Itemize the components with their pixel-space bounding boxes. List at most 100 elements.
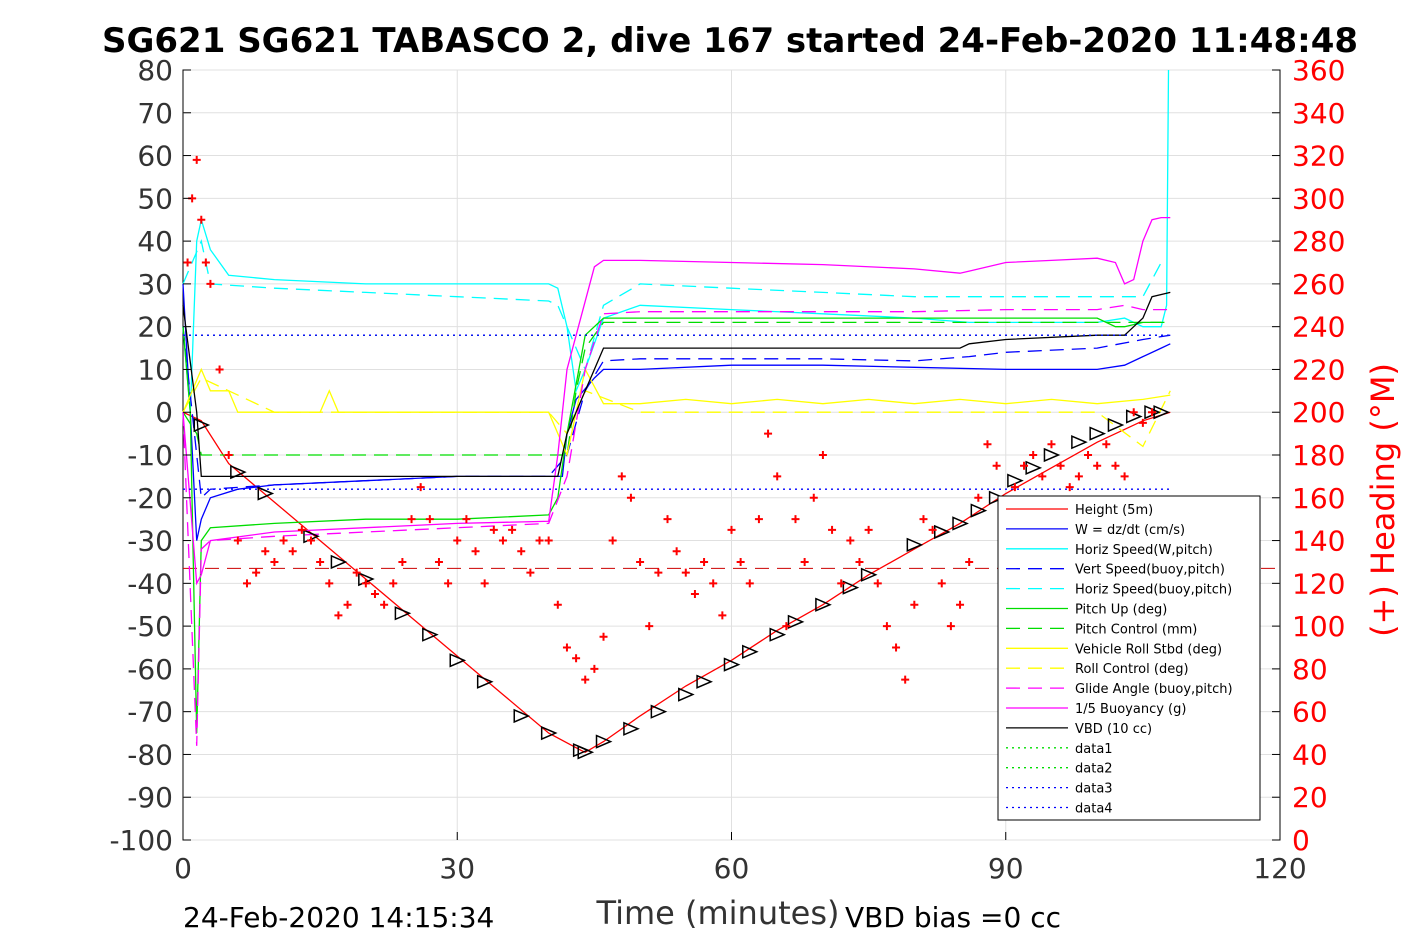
depth-marker xyxy=(476,674,494,689)
heading-point xyxy=(215,365,224,374)
right-tick-label: 180 xyxy=(1292,439,1345,472)
heading-point xyxy=(1065,483,1074,492)
heading-point xyxy=(480,579,489,588)
heading-point xyxy=(389,579,398,588)
left-tick-label: 70 xyxy=(137,97,173,130)
heading-point xyxy=(1010,483,1019,492)
series-line xyxy=(182,304,1171,746)
left-tick-label: -20 xyxy=(127,482,173,515)
right-tick-label: 60 xyxy=(1292,696,1328,729)
heading-point xyxy=(498,536,507,545)
depth-marker xyxy=(394,606,412,621)
right-tick-label: 260 xyxy=(1292,268,1345,301)
depth-marker xyxy=(769,627,787,642)
x-tick-label: 90 xyxy=(988,852,1024,885)
legend-label: data3 xyxy=(1075,782,1113,797)
heading-point xyxy=(242,579,251,588)
right-tick-label: 360 xyxy=(1292,54,1345,87)
left-tick-label: -90 xyxy=(127,781,173,814)
right-tick-label: 140 xyxy=(1292,525,1345,558)
heading-point xyxy=(380,600,389,609)
heading-point xyxy=(261,547,270,556)
heading-point xyxy=(718,611,727,620)
left-tick-label: 30 xyxy=(137,268,173,301)
heading-point xyxy=(462,515,471,524)
depth-marker xyxy=(906,537,924,552)
depth-marker xyxy=(970,503,988,518)
left-tick-label: -40 xyxy=(127,567,173,600)
right-tick-label: 40 xyxy=(1292,738,1328,771)
heading-point xyxy=(672,547,681,556)
heading-point xyxy=(956,600,965,609)
heading-point xyxy=(361,579,370,588)
depth-marker xyxy=(650,704,668,719)
depth-marker xyxy=(815,597,832,612)
heading-point xyxy=(837,579,846,588)
left-tick-label: -50 xyxy=(127,610,173,643)
series-line xyxy=(182,238,1162,372)
legend-label: Pitch Control (mm) xyxy=(1075,622,1197,637)
heading-point xyxy=(252,568,261,577)
heading-point xyxy=(818,451,827,459)
heading-point xyxy=(983,440,992,449)
depth-marker xyxy=(952,516,969,531)
series-line xyxy=(182,367,1171,458)
legend-label: Roll Control (deg) xyxy=(1075,662,1189,677)
depth-marker xyxy=(193,417,211,433)
heading-point xyxy=(453,536,462,545)
right-tick-label: 120 xyxy=(1292,567,1345,600)
depth-marker xyxy=(723,657,741,672)
legend-box xyxy=(997,495,1261,821)
heading-point xyxy=(581,675,590,684)
left-tick-label: -70 xyxy=(127,696,173,729)
depth-marker xyxy=(230,464,247,480)
heading-points xyxy=(183,156,1157,684)
depth-marker xyxy=(422,627,439,642)
series-group xyxy=(182,69,1171,754)
heading-point xyxy=(183,258,192,267)
heading-point xyxy=(791,515,800,524)
legend-label: VBD (10 cc) xyxy=(1075,722,1152,737)
heading-point xyxy=(343,600,352,609)
heading-point xyxy=(517,547,526,556)
series-line xyxy=(182,291,1171,478)
heading-point xyxy=(864,525,873,534)
heading-point xyxy=(416,483,425,492)
legend: Height (5m) W = dz/dt (cm/s) Horiz Speed(W… xyxy=(997,495,1261,821)
heading-point xyxy=(764,429,773,438)
heading-point xyxy=(489,525,498,534)
depth-marker xyxy=(1089,426,1107,441)
heading-point xyxy=(736,557,745,566)
depth-marker xyxy=(577,745,595,760)
depth-marker xyxy=(787,614,805,629)
heading-point xyxy=(1056,461,1065,470)
heading-point xyxy=(828,525,837,534)
legend-label: Glide Angle (buoy,pitch) xyxy=(1075,682,1233,697)
legend-label: Horiz Speed(buoy,pitch) xyxy=(1075,583,1232,598)
left-tick-label: 0 xyxy=(155,396,173,429)
heading-point xyxy=(1129,408,1138,417)
left-tick-label: 10 xyxy=(137,353,173,386)
heading-point xyxy=(1029,451,1038,459)
heading-point xyxy=(1038,472,1047,481)
heading-point xyxy=(681,568,690,577)
series-line xyxy=(182,326,1171,500)
depth-marker xyxy=(540,725,558,741)
heading-point xyxy=(782,622,791,631)
right-tick-label: 280 xyxy=(1292,225,1345,258)
heading-point xyxy=(316,557,325,566)
heading-point xyxy=(1111,461,1120,470)
right-tick-label: 320 xyxy=(1292,140,1345,173)
heading-point xyxy=(370,590,379,599)
heading-point xyxy=(526,568,535,577)
right-tick-label: 340 xyxy=(1292,97,1345,130)
depth-marker xyxy=(449,653,467,668)
heading-point xyxy=(626,493,635,502)
depth-marker xyxy=(257,486,275,501)
depth-marker xyxy=(988,490,1006,505)
legend-label: data2 xyxy=(1075,762,1113,777)
right-tick-label: 300 xyxy=(1292,182,1345,215)
legend-label: Horiz Speed(W,pitch) xyxy=(1075,543,1213,558)
heading-point xyxy=(352,568,361,577)
depth-marker xyxy=(842,580,860,595)
